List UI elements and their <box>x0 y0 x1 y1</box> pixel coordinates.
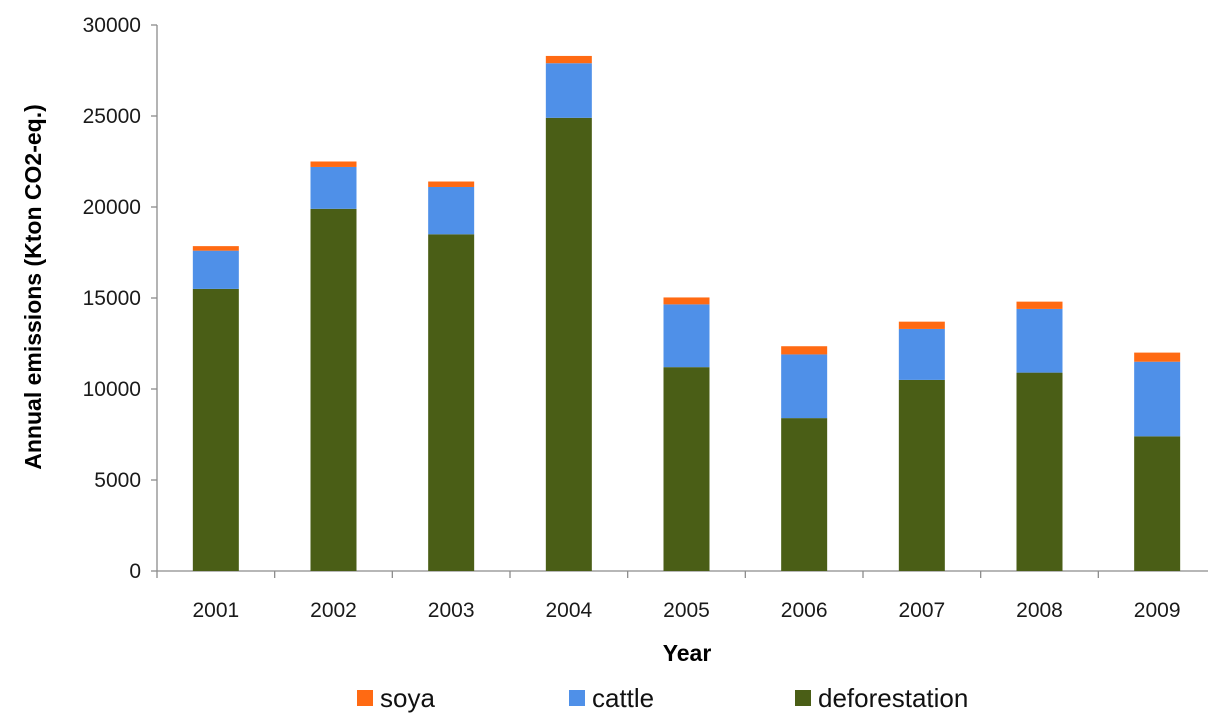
legend-swatch-deforestation <box>795 690 811 706</box>
bar-segment-deforestation-2003 <box>428 234 475 572</box>
bar-segment-deforestation-2007 <box>898 379 945 571</box>
bar-segment-soya-2003 <box>428 181 475 187</box>
bar-segment-soya-2005 <box>663 297 710 305</box>
x-tick-label-2009: 2009 <box>1134 599 1181 622</box>
x-tick-label-2004: 2004 <box>545 599 592 622</box>
bar-segment-deforestation-2002 <box>310 208 357 571</box>
bar-segment-deforestation-2006 <box>781 418 828 571</box>
y-tick-label: 10000 <box>83 378 141 401</box>
y-tick-label: 5000 <box>94 469 141 492</box>
bar-segment-soya-2008 <box>1016 301 1063 309</box>
y-tick-label: 20000 <box>83 196 141 219</box>
legend-label-deforestation: deforestation <box>818 683 968 713</box>
bar-segment-cattle-2001 <box>192 250 239 289</box>
x-axis-title: Year <box>663 640 712 666</box>
bar-segment-deforestation-2004 <box>545 117 592 571</box>
legend-label-cattle: cattle <box>592 683 654 713</box>
bar-segment-soya-2004 <box>545 55 592 64</box>
x-tick-label-2006: 2006 <box>781 599 828 622</box>
x-tick-label-2002: 2002 <box>310 599 357 622</box>
bar-segment-soya-2006 <box>781 346 828 355</box>
bar-segment-deforestation-2009 <box>1134 436 1181 571</box>
bar-segment-cattle-2007 <box>898 328 945 380</box>
bar-segment-soya-2001 <box>192 246 239 251</box>
legend: soya cattle deforestation <box>357 683 968 713</box>
x-tick-label-2008: 2008 <box>1016 599 1063 622</box>
legend-swatch-cattle <box>569 690 585 706</box>
bar-segment-cattle-2008 <box>1016 308 1063 373</box>
bar-segment-deforestation-2001 <box>192 288 239 571</box>
bar-segment-soya-2007 <box>898 321 945 329</box>
bar-segment-cattle-2003 <box>428 186 475 235</box>
y-tick-label: 15000 <box>83 287 141 310</box>
bar-segment-soya-2002 <box>310 161 357 167</box>
x-tick-label-2007: 2007 <box>898 599 945 622</box>
y-tick-label: 25000 <box>83 105 141 128</box>
x-tick-label-2005: 2005 <box>663 599 710 622</box>
bar-segment-cattle-2006 <box>781 354 828 419</box>
bar-segment-cattle-2002 <box>310 166 357 209</box>
bar-segment-soya-2009 <box>1134 352 1181 362</box>
x-tick-label-2001: 2001 <box>192 599 239 622</box>
bar-segment-cattle-2009 <box>1134 361 1181 437</box>
bar-segment-deforestation-2005 <box>663 367 710 571</box>
y-axis-title: Annual emissions (Kton CO2-eq.) <box>20 104 46 469</box>
tick-labels: 0 5000 10000 15000 20000 25000 30000 2001 2002 20… <box>83 14 1181 622</box>
legend-label-soya: soya <box>380 683 435 713</box>
y-tick-label: 30000 <box>83 14 141 37</box>
x-tick-label-2003: 2003 <box>428 599 475 622</box>
bars <box>192 55 1181 572</box>
bar-segment-cattle-2005 <box>663 304 710 368</box>
bar-segment-deforestation-2008 <box>1016 372 1063 571</box>
y-tick-label: 0 <box>129 560 141 583</box>
legend-swatch-soya <box>357 690 373 706</box>
bar-segment-cattle-2004 <box>545 63 592 118</box>
